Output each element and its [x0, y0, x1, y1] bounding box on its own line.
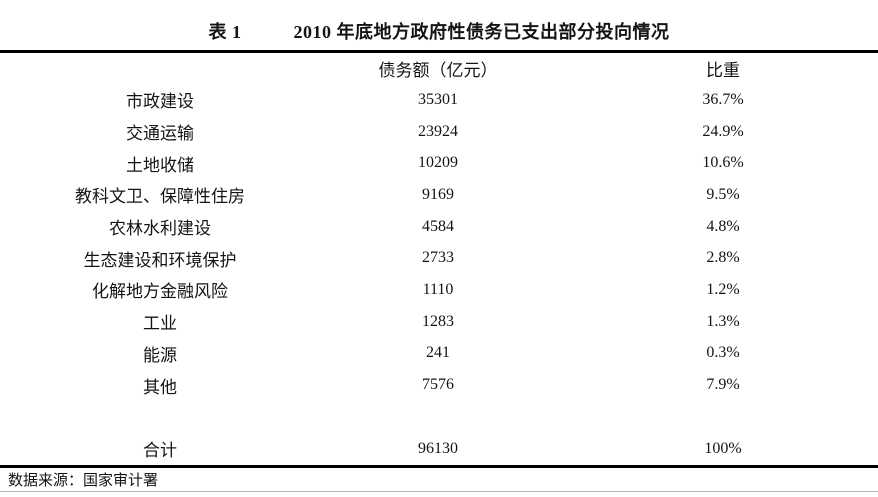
row-share: 1.3%: [706, 312, 740, 330]
row-amount: 9169: [422, 185, 454, 203]
table-row: 农林水利建设 4584 4.8%: [0, 211, 878, 243]
row-category: 能源: [143, 345, 177, 365]
table-row: 化解地方金融风险 1110 1.2%: [0, 274, 878, 306]
table-body: 市政建设 35301 36.7% 交通运输 23924 24.9% 土地收储 1…: [0, 84, 878, 401]
table-bottom-rule: [0, 464, 878, 468]
table-caption-title: 2010 年底地方政府性债务已支出部分投向情况: [293, 22, 670, 42]
row-share: 1.2%: [706, 280, 740, 298]
row-amount: 23924: [418, 122, 458, 140]
table-row: 市政建设 35301 36.7%: [0, 84, 878, 116]
blank-row: [0, 401, 878, 433]
row-amount: 10209: [418, 154, 458, 172]
row-category: 其他: [143, 377, 177, 397]
table-caption-label: 表 1: [208, 22, 242, 42]
row-category: 生态建设和环境保护: [83, 250, 237, 270]
row-category: 交通运输: [126, 124, 194, 144]
table-row: 土地收储 10209 10.6%: [0, 147, 878, 179]
table-row: 其他 7576 7.9%: [0, 369, 878, 401]
row-category: 化解地方金融风险: [92, 282, 228, 302]
row-share: 36.7%: [702, 90, 744, 108]
header-amount: 债务额（亿元）: [378, 61, 498, 80]
row-category: 教科文卫、保障性住房: [75, 187, 245, 207]
row-share: 9.5%: [706, 185, 740, 203]
table-row: 工业 1283 1.3%: [0, 306, 878, 338]
row-share: 24.9%: [702, 122, 744, 140]
row-category: 市政建设: [126, 92, 194, 112]
page-bottom-rule: [0, 490, 878, 492]
row-category: 工业: [143, 314, 177, 334]
row-share: 7.9%: [706, 376, 740, 394]
row-share: 10.6%: [702, 154, 744, 172]
table-row: 交通运输 23924 24.9%: [0, 116, 878, 148]
row-share: 0.3%: [706, 344, 740, 362]
total-row: 合计 96130 100%: [0, 433, 878, 465]
header-share: 比重: [706, 61, 740, 80]
total-label: 合计: [143, 441, 177, 461]
row-share: 2.8%: [706, 249, 740, 267]
total-amount: 96130: [418, 439, 458, 457]
table-row: 教科文卫、保障性住房 9169 9.5%: [0, 179, 878, 211]
table-top-rule: [0, 50, 878, 53]
total-share: 100%: [704, 439, 742, 457]
table-caption: 表 1 2010 年底地方政府性债务已支出部分投向情况: [0, 0, 878, 50]
row-amount: 7576: [422, 376, 454, 394]
table-header-row: 债务额（亿元） 比重: [0, 53, 878, 84]
row-amount: 1283: [422, 312, 454, 330]
row-amount: 4584: [422, 217, 454, 235]
row-amount: 2733: [422, 249, 454, 267]
row-amount: 1110: [422, 280, 454, 298]
table-row: 能源 241 0.3%: [0, 338, 878, 370]
row-share: 4.8%: [706, 217, 740, 235]
row-category: 农林水利建设: [109, 219, 211, 239]
table-row: 生态建设和环境保护 2733 2.8%: [0, 242, 878, 274]
row-amount: 241: [426, 344, 450, 362]
row-category: 土地收储: [126, 155, 194, 175]
source-note: 数据来源：国家审计署: [8, 472, 159, 489]
row-amount: 35301: [418, 90, 458, 108]
